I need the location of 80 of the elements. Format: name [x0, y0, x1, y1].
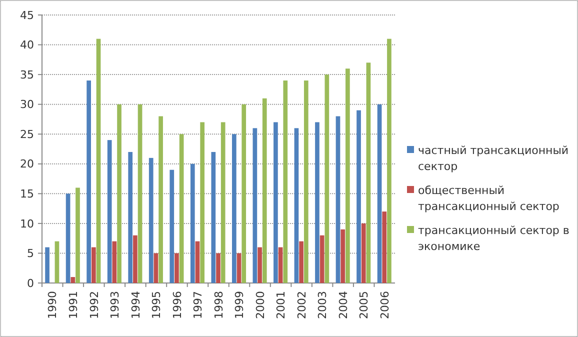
bar	[324, 74, 330, 283]
bar	[278, 247, 283, 283]
y-tick-label: 20	[20, 158, 34, 171]
x-tick-label: 2006	[378, 291, 392, 319]
bar	[70, 277, 76, 283]
x-tick-label: 1993	[108, 291, 122, 319]
bar	[174, 253, 179, 283]
y-tick-label: 30	[20, 98, 34, 112]
x-tick-label: 2003	[316, 291, 330, 319]
bar	[66, 194, 70, 283]
bar	[91, 247, 96, 283]
bar	[195, 241, 200, 283]
bar	[107, 140, 112, 283]
x-tick-label: 1999	[233, 291, 246, 319]
x-tick-label: 1994	[129, 291, 142, 319]
bar	[170, 170, 174, 283]
bar	[117, 104, 122, 283]
bar	[262, 98, 267, 283]
legend-label: трансакционный сектор в экономике	[418, 224, 570, 253]
x-tick-label: 1990	[46, 291, 60, 319]
bar	[96, 38, 101, 283]
bar	[304, 80, 308, 283]
x-tick-label: 1995	[150, 291, 164, 319]
y-tick-label: 45	[20, 8, 34, 22]
bar	[315, 122, 320, 283]
bar	[190, 164, 195, 283]
bar	[356, 110, 361, 283]
bar	[133, 235, 138, 283]
bar	[112, 241, 117, 283]
x-tick-label: 1997	[192, 291, 205, 319]
x-tick-label: 1991	[66, 291, 80, 319]
y-tick-label: 35	[20, 68, 34, 82]
x-tick-label: 1992	[88, 291, 101, 319]
bar	[76, 188, 80, 283]
bar	[54, 241, 60, 283]
bar	[299, 241, 304, 283]
bar	[200, 122, 205, 283]
bar	[361, 223, 366, 283]
legend-label: общественный трансакционный сектор	[418, 184, 560, 213]
y-tick-label: 40	[20, 38, 34, 52]
bar	[274, 122, 278, 283]
bar	[258, 247, 262, 283]
bar	[138, 104, 142, 283]
y-tick-label: 15	[20, 188, 34, 201]
bar	[179, 134, 184, 283]
y-tick-label: 25	[20, 128, 34, 141]
x-tick-label: 2005	[358, 291, 371, 319]
bar	[211, 152, 216, 283]
bar	[294, 128, 299, 283]
bar	[283, 80, 288, 283]
x-tick-label: 2002	[295, 291, 308, 319]
bar	[366, 62, 371, 283]
bar	[387, 38, 392, 283]
bar	[320, 235, 324, 283]
bar	[252, 128, 258, 283]
bar	[148, 158, 154, 283]
y-tick-label: 0	[27, 276, 34, 290]
y-tick-label: 10	[20, 217, 34, 230]
bar	[158, 116, 163, 283]
bar	[340, 229, 346, 283]
bar	[86, 80, 91, 283]
bar	[232, 134, 236, 283]
legend-label: частный трансакционный сектор	[418, 144, 569, 173]
x-tick-label: 1998	[212, 291, 226, 319]
x-tick-label: 2000	[254, 291, 267, 319]
bar	[236, 253, 242, 283]
bar	[216, 253, 220, 283]
bar	[128, 152, 133, 283]
bar	[242, 104, 246, 283]
x-tick-label: 2004	[336, 291, 350, 319]
bar	[45, 247, 50, 283]
x-tick-label: 1996	[170, 291, 184, 319]
y-tick-label: 5	[27, 247, 34, 260]
bar	[346, 68, 350, 283]
bar	[336, 116, 340, 283]
bar	[382, 212, 387, 283]
bar	[377, 104, 382, 283]
bar	[154, 253, 158, 283]
x-tick-label: 2001	[274, 291, 288, 319]
bar	[220, 122, 226, 283]
